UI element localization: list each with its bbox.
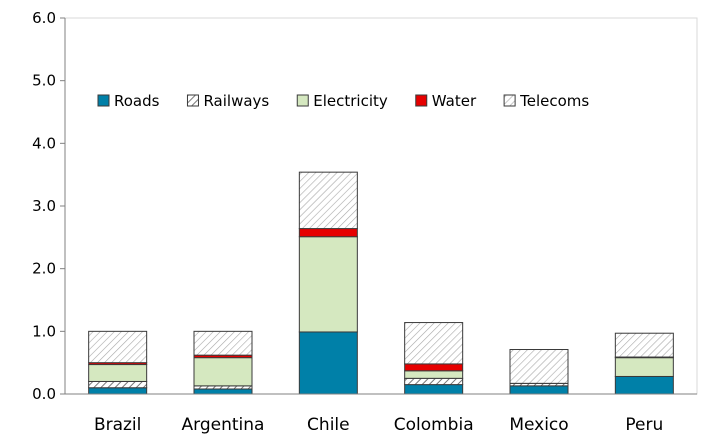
bar-colombia-telecoms [404, 322, 464, 365]
x-tick-label: Brazil [94, 415, 141, 435]
bar-chile-water [298, 228, 358, 238]
bar-colombia-electricity [404, 370, 464, 379]
bar-chile-roads [298, 331, 358, 395]
legend: Roads Railways Electricity Water Telecoms [97, 92, 589, 110]
y-tick-label: 1.0 [32, 322, 56, 340]
legend-swatch-telecoms [503, 94, 516, 107]
bar-mexico-roads [509, 385, 569, 395]
bar-argentina-roads [193, 388, 253, 395]
bar-chile-telecoms [298, 171, 358, 230]
y-tick-label: 6.0 [32, 9, 56, 27]
x-tick-label: Mexico [509, 415, 568, 435]
y-tick-label: 3.0 [32, 197, 56, 215]
bar-brazil-telecoms [88, 330, 148, 364]
y-tick-label: 0.0 [32, 385, 56, 403]
bar-chile-electricity [298, 236, 358, 333]
y-ticks-group: 0.0 1.0 2.0 3.0 4.0 5.0 6.0 [32, 9, 65, 403]
legend-swatch-electricity [296, 94, 309, 107]
legend-swatch-railways [186, 94, 199, 107]
bar-peru-telecoms [614, 332, 674, 358]
y-tick-label: 4.0 [32, 134, 56, 152]
bar-colombia-roads [404, 384, 464, 395]
legend-label-telecoms: Telecoms [519, 92, 589, 110]
x-tick-label: Peru [625, 415, 663, 435]
bar-brazil-railways [88, 380, 148, 389]
legend-swatch-water [415, 94, 428, 107]
x-tick-label: Colombia [394, 415, 474, 435]
bar-mexico-telecoms [509, 349, 569, 384]
bars-group [88, 171, 674, 395]
bar-brazil-roads [88, 387, 148, 395]
bar-peru-electricity [614, 357, 674, 377]
x-labels-group: Brazil Argentina Chile Colombia Mexico Peru [94, 415, 663, 435]
legend-label-railways: Railways [203, 92, 269, 110]
bar-argentina-telecoms [193, 330, 253, 356]
bar-colombia-water [404, 363, 464, 372]
bar-colombia-railways [404, 377, 464, 386]
legend-label-electricity: Electricity [313, 92, 388, 110]
bar-brazil-electricity [88, 364, 148, 382]
bar-argentina-electricity [193, 357, 253, 387]
y-tick-label: 5.0 [32, 72, 56, 90]
x-tick-label: Chile [307, 415, 350, 435]
y-tick-label: 2.0 [32, 260, 56, 278]
x-tick-label: Argentina [182, 415, 265, 435]
plot-area [64, 17, 698, 395]
legend-label-water: Water [432, 92, 477, 110]
bar-peru-roads [614, 375, 674, 395]
legend-label-roads: Roads [114, 92, 160, 110]
legend-swatch-roads [97, 94, 110, 107]
